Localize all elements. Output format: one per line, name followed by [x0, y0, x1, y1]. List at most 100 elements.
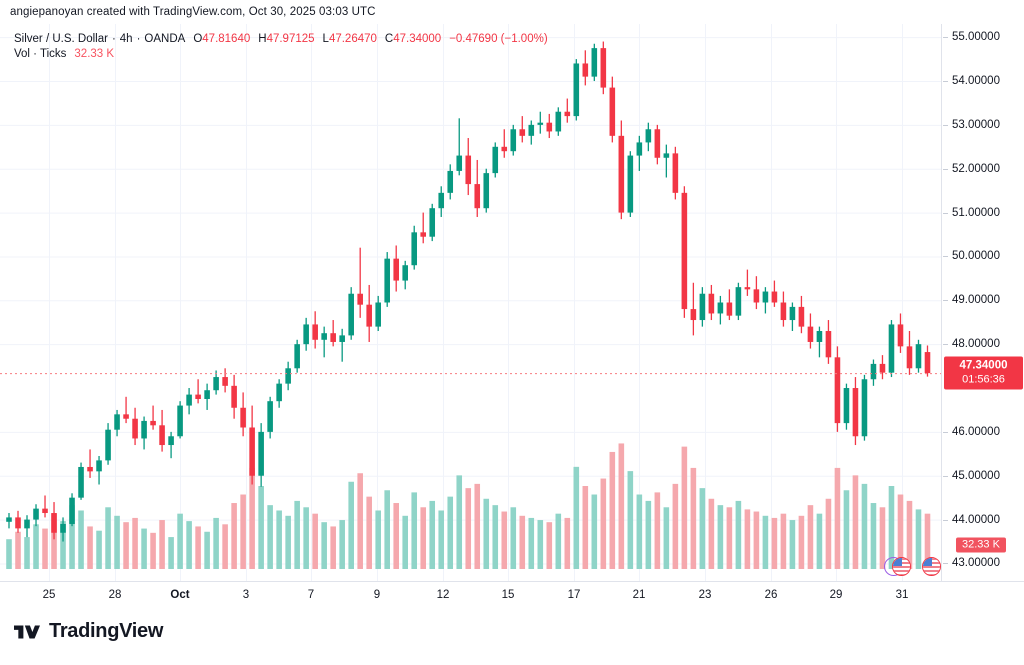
chart-canvas[interactable]: [0, 24, 941, 581]
time-axis-label: 23: [698, 589, 712, 601]
volume-bar: [681, 446, 688, 569]
volume-bar: [366, 496, 372, 569]
volume-bar: [303, 507, 309, 569]
candle-body: [465, 155, 472, 185]
volume-bar: [15, 531, 21, 569]
volume-bar: [123, 522, 129, 569]
volume-bar: [285, 515, 291, 569]
volume-bar: [915, 509, 922, 569]
candle-body: [186, 394, 192, 406]
price-axis-label: 51.00000: [943, 207, 1000, 219]
candle-body: [330, 333, 336, 342]
candle-body: [492, 146, 499, 174]
volume-bar: [564, 517, 571, 569]
footer-branding: TradingView: [14, 620, 163, 643]
price-tick-mark: [943, 124, 948, 126]
volume-bar: [276, 510, 282, 569]
volume-bar: [609, 451, 616, 569]
volume-bar: [186, 521, 192, 569]
volume-bar: [636, 494, 643, 569]
price-tick-mark: [943, 519, 948, 521]
volume-bar: [573, 466, 580, 569]
volume-bar: [744, 509, 751, 569]
candle-body: [807, 326, 814, 342]
last-price-value: 47.34000: [959, 359, 1008, 372]
legend-interval[interactable]: 4h: [119, 33, 133, 45]
candle-body: [105, 429, 111, 461]
candle-body: [258, 431, 264, 476]
volume-bar: [699, 488, 706, 569]
volume-bar: [834, 467, 841, 569]
candle-body: [924, 352, 931, 374]
candle-body: [132, 418, 138, 439]
candle-body: [906, 346, 913, 369]
last-price-badge[interactable]: 47.34000 01:56:36: [944, 356, 1023, 390]
candle-body: [78, 466, 84, 498]
time-axis-label: Oct: [170, 589, 190, 601]
volume-bar: [96, 530, 102, 569]
legend-volume-row[interactable]: Vol · Ticks 32.33 K: [14, 47, 548, 62]
candle-body: [303, 324, 309, 345]
volume-bar: [879, 507, 886, 569]
candle-body: [510, 129, 517, 152]
candle-body: [564, 111, 571, 117]
legend-open-key: O: [193, 33, 203, 45]
volume-bar: [474, 483, 481, 569]
price-axis-label: 43.00000: [943, 557, 1000, 569]
candle-body: [708, 293, 715, 314]
price-tick-mark: [943, 256, 948, 258]
candle-body: [663, 153, 670, 158]
candle-body: [825, 331, 832, 358]
candle-body: [51, 513, 57, 533]
legend-symbol[interactable]: Silver / U.S. Dollar: [14, 33, 108, 45]
us-flag-event-icon-1[interactable]: [892, 557, 911, 576]
volume-bar: [204, 531, 210, 569]
volume-bar: [168, 537, 174, 569]
time-axis-label: 31: [895, 589, 909, 601]
time-scale[interactable]: 25 28 Oct 3 7 9 12 15 17 21 23 26 29 31: [0, 581, 1024, 610]
volume-value-badge[interactable]: 32.33 K: [956, 537, 1006, 553]
price-scale[interactable]: 55.00000 54.00000 53.00000 52.00000 51.00000…: [941, 24, 1024, 581]
volume-bar: [402, 515, 408, 569]
volume-bar: [852, 475, 859, 569]
price-tick-mark: [943, 212, 948, 214]
candle-body: [312, 324, 318, 340]
volume-bar: [501, 511, 508, 569]
volume-bar: [708, 498, 715, 569]
volume-bar: [240, 494, 246, 569]
candle-body: [294, 344, 300, 369]
candle-body: [645, 129, 652, 143]
volume-bar: [321, 522, 327, 569]
time-axis-label: 21: [632, 589, 646, 601]
volume-bar: [159, 520, 165, 569]
candle-body: [87, 466, 93, 472]
volume-bar: [717, 505, 724, 569]
price-tick-mark: [943, 300, 948, 302]
legend-volume-value: 32.33 K: [74, 48, 115, 60]
chart-plot-area[interactable]: [0, 24, 941, 581]
legend-volume-label: Vol · Ticks: [14, 48, 67, 60]
volume-bar: [447, 496, 454, 569]
candle-body: [60, 523, 66, 533]
candle-body: [195, 394, 201, 399]
candle-body: [888, 324, 895, 373]
volume-bar: [519, 515, 526, 569]
volume-bar: [483, 498, 490, 569]
candle-body: [474, 184, 481, 209]
us-flag-event-icon-2[interactable]: [922, 557, 941, 576]
legend-main-row[interactable]: Silver / U.S. Dollar · 4h · OANDA O47.81640 H4…: [14, 32, 548, 47]
candle-body: [411, 232, 418, 266]
price-tick-mark: [943, 344, 948, 346]
candle-body: [402, 265, 408, 281]
volume-bar: [24, 537, 30, 569]
price-axis-label: 55.00000: [943, 31, 1000, 43]
price-axis-label: 44.00000: [943, 514, 1000, 526]
bar-countdown-timer: 01:56:36: [962, 373, 1005, 386]
candle-body: [852, 388, 859, 437]
volume-bar: [330, 526, 336, 569]
candle-body: [150, 420, 156, 426]
volume-bar: [69, 505, 75, 569]
candle-body: [537, 122, 544, 125]
candle-body: [699, 293, 706, 321]
candle-body: [735, 287, 742, 316]
